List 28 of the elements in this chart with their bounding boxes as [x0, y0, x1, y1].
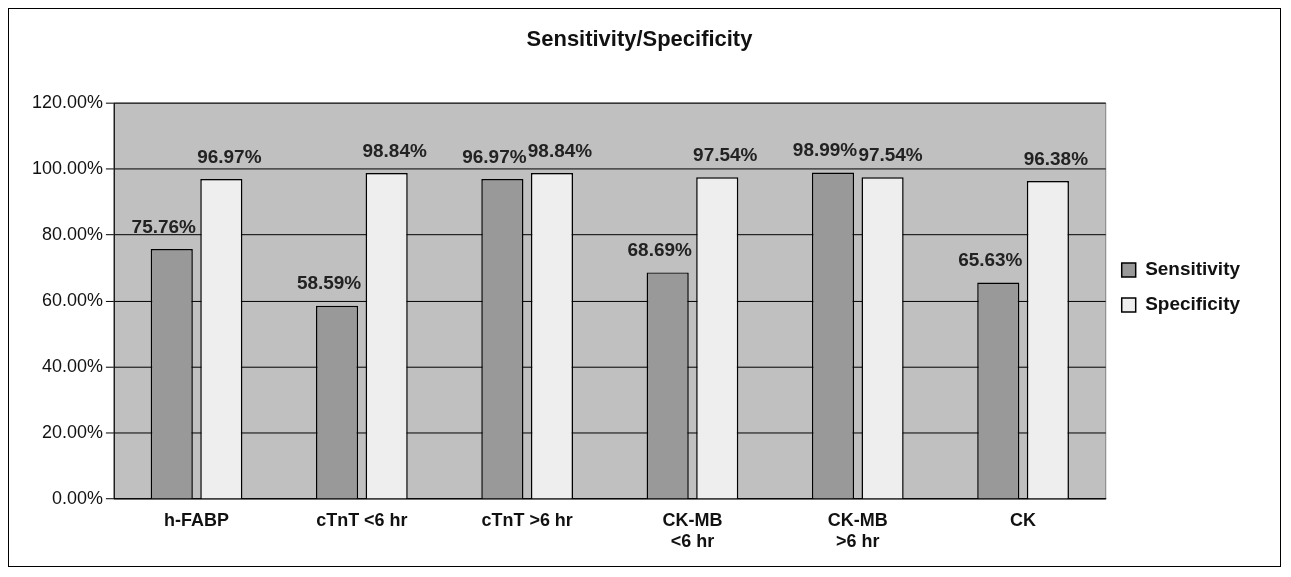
data-label: 98.84%	[527, 139, 593, 161]
x-tick-label: CK	[1010, 509, 1037, 530]
data-label: 65.63%	[958, 249, 1023, 271]
data-label: 97.54%	[858, 143, 923, 165]
y-tick-label: 80.00%	[42, 224, 103, 244]
x-tick-label: CK-MB <6 hr	[662, 509, 723, 552]
y-tick-label: 120.00%	[32, 92, 103, 113]
x-tick-label: h-FABP	[164, 509, 229, 530]
legend-label: Sensitivity	[1145, 258, 1241, 280]
data-label: 75.76%	[131, 215, 197, 237]
data-label: 98.99%	[792, 139, 858, 161]
data-label: 96.38%	[1023, 147, 1089, 169]
y-tick-label: 40.00%	[42, 356, 103, 376]
data-label: 96.97%	[197, 145, 262, 167]
data-label: 96.97%	[462, 145, 527, 167]
chart-title: Sensitivity/Specificity	[526, 26, 754, 52]
data-label: 98.84%	[362, 139, 427, 161]
x-tick-label: cTnT <6 hr	[316, 509, 408, 530]
x-tick-label: CK-MB >6 hr	[827, 509, 888, 552]
y-tick-label: 60.00%	[42, 290, 103, 310]
y-tick-label: 20.00%	[42, 422, 103, 442]
data-label: 97.54%	[693, 143, 758, 165]
y-tick-label: 0.00%	[51, 488, 103, 508]
legend-label: Specificity	[1145, 293, 1241, 315]
x-tick-label: cTnT >6 hr	[481, 509, 573, 530]
data-label: 58.59%	[296, 272, 362, 294]
data-label: 68.69%	[627, 239, 692, 261]
y-tick-label: 100.00%	[32, 158, 103, 179]
